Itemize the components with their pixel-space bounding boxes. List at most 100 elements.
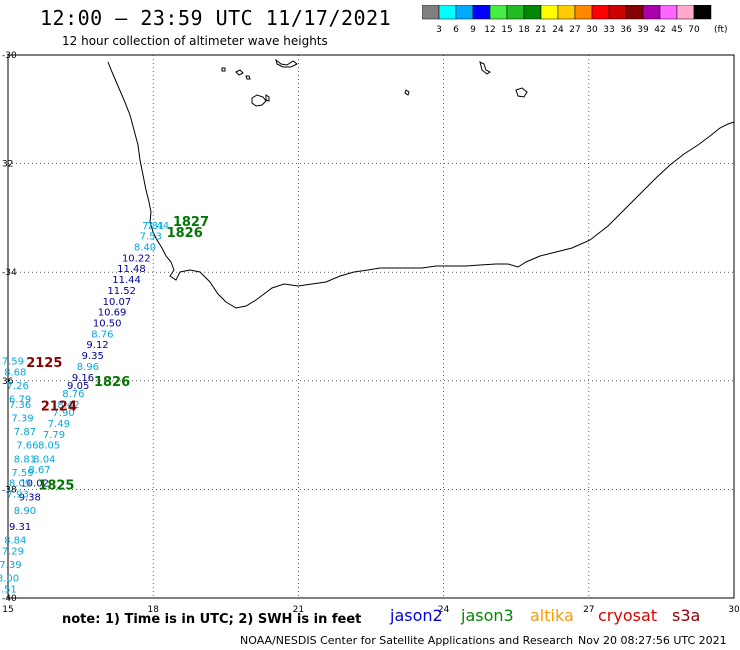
legend-label: 42 [654,25,665,35]
swh-value-label: 7.39 [0,560,22,571]
legend-label: 24 [552,25,564,35]
swh-value-label: 9.16 [72,373,94,384]
island [479,61,491,75]
swh-value-label: 8.96 [77,362,99,373]
latitude-tick-label: 36 [2,377,14,387]
legend-label: 33 [603,25,614,35]
island [235,69,244,76]
swh-value-label: 8.76 [91,329,113,340]
satellite-name-cryosat: cryosat [598,606,658,625]
page-title: 12:00 – 23:59 UTC 11/17/2021 [40,6,392,30]
legend-swatch [693,5,712,20]
swh-value-label: 11.52 [107,286,136,297]
pass-time-label: 1826 [94,375,130,390]
longitude-tick-label: 21 [293,605,304,615]
island [404,89,410,96]
legend-label: 21 [535,25,546,35]
legend-label: 39 [637,25,649,35]
swh-value-label: 7.39 [11,414,33,425]
swh-value-label: 8.67 [28,465,50,476]
swh-value-label: 11.44 [112,275,141,286]
island [245,75,251,80]
satellite-name-jason2: jason2 [390,606,443,625]
swh-value-label: 11.48 [117,264,146,275]
pass-time-label: 1825 [38,478,74,493]
satellite-name-s3a: s3a [672,606,701,625]
swh-value-label: 7.79 [43,430,65,441]
coastline-south-africa [107,61,735,309]
swh-value-label: 8.04 [33,454,55,465]
latitude-tick-label: -34 [2,268,17,278]
swh-value-label: 7.49 [48,419,70,430]
latitude-tick-label: -38 [2,485,17,495]
swh-value-label: 9.12 [86,340,108,351]
longitude-tick-label: 15 [2,605,13,615]
longitude-tick-label: 27 [583,605,594,615]
island [515,87,528,98]
island [265,94,270,102]
generated-timestamp: Nov 20 08:27:56 UTC 2021 [578,634,727,647]
island [251,94,267,107]
island [221,67,226,72]
map-frame [7,54,735,599]
legend-label: 3 [436,25,442,35]
swh-value-label: 8.76 [62,389,84,400]
swh-value-label: 8.42 [57,400,79,411]
altimeter-labels: 7.817.447.538.4010.2211.4811.4411.5210.0… [0,215,209,596]
swh-value-label: 8.90 [14,506,36,517]
swh-value-label: 10.50 [93,319,122,330]
color-scale-legend: 3 6 9 12 15 18 21 24 27 30 33 36 39 42 45 70 (ft) [422,5,728,35]
swh-value-label: 10.02 [20,479,49,490]
legend-label: 12 [484,25,495,35]
latitude-tick-label: 32 [2,160,13,170]
swh-value-label: 9.35 [82,351,104,362]
page-subtitle: 12 hour collection of altimeter wave hei… [62,34,328,48]
legend-label: 9 [470,25,476,35]
swh-value-label: 8.68 [4,367,26,378]
swh-value-label: 7.53 [140,232,162,243]
swh-value-label: 8.84 [4,536,26,547]
swh-value-label: 7.66 [16,441,38,452]
swh-value-label: 10.22 [122,253,151,264]
swh-value-label: 7.90 [53,408,75,419]
swh-value-label: 7.59 [11,468,33,479]
credit-line: NOAA/NESDIS Center for Satellite Applica… [240,634,574,647]
swh-value-label: 7.87 [14,427,36,438]
swh-value-label: 7.44 [147,221,169,232]
legend-label: 30 [586,25,598,35]
swh-value-label: 9.38 [19,492,41,503]
swh-value-label: 8.09 [9,479,31,490]
satellite-name-altika: altika [530,606,574,625]
legend-label: 18 [518,25,530,35]
legend-label: 27 [569,25,580,35]
swh-value-label: 7.81 [142,221,164,232]
legend-label: 15 [501,25,512,35]
legend-label: 6 [453,25,459,35]
swh-value-label: 9.05 [67,381,89,392]
swh-value-label: 7.29 [2,547,24,558]
legend-label: 45 [671,25,682,35]
latitude-tick-label: -30 [2,51,17,61]
legend-label: 70 [688,25,700,35]
longitude-tick-label: 24 [438,605,450,615]
swh-value-label: 9.31 [9,522,31,533]
longitude-tick-label: 30 [728,605,740,615]
swh-value-label: 8.40 [134,242,156,253]
swh-value-label: 6.79 [9,395,31,406]
swh-value-label: 10.07 [103,297,132,308]
swh-value-label: 10.69 [98,308,127,319]
pass-time-label: 1826 [167,226,203,241]
swh-value-label: 7.93 [7,490,29,501]
swh-value-label: 7.59 [2,357,24,368]
swh-value-label: 8.05 [38,441,60,452]
swh-value-label: 8.51 [0,585,17,596]
swh-value-label: 7.26 [7,381,29,392]
island [275,58,298,68]
swh-value-label: 7.36 [9,400,31,411]
pass-time-label: 1827 [173,215,209,230]
pass-time-label: 2124 [41,400,77,415]
legend-label: 36 [620,25,632,35]
pass-time-label: 2125 [26,356,62,371]
